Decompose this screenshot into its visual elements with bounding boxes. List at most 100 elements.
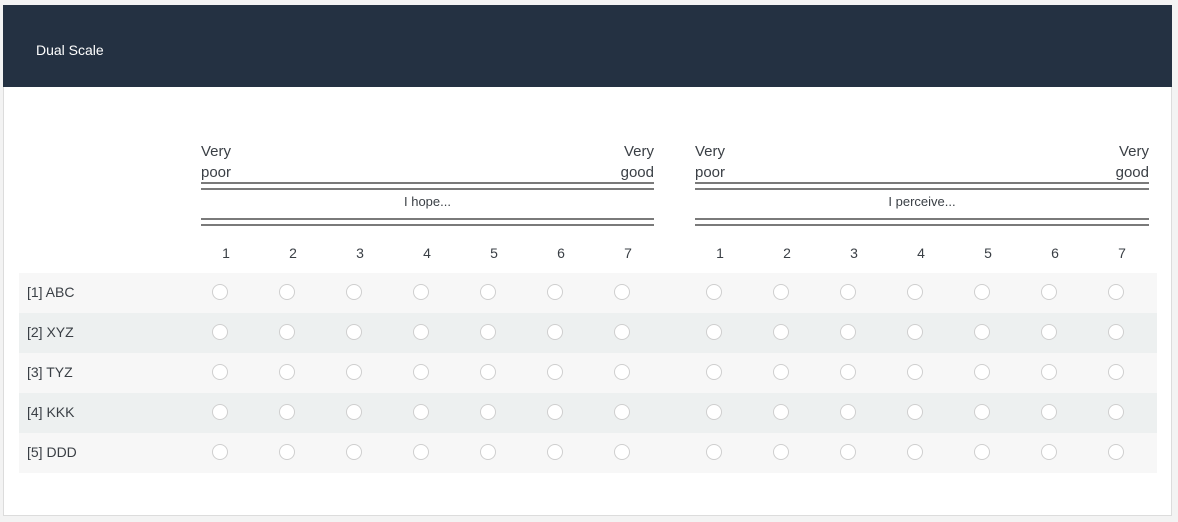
- radio-scale2-option2[interactable]: [773, 444, 789, 460]
- radio-scale1-option4[interactable]: [413, 364, 429, 380]
- column-number: 2: [783, 245, 791, 261]
- scale-divider: [695, 182, 1149, 190]
- scale-min-label-line1: Very: [201, 143, 232, 160]
- radio-scale1-option3[interactable]: [346, 444, 362, 460]
- radio-scale1-option5[interactable]: [480, 324, 496, 340]
- radio-scale2-option7[interactable]: [1108, 444, 1124, 460]
- radio-scale1-option4[interactable]: [413, 324, 429, 340]
- radio-scale1-option4[interactable]: [413, 404, 429, 420]
- radio-scale2-option2[interactable]: [773, 404, 789, 420]
- table-row: [3] TYZ: [19, 353, 1157, 393]
- column-number: 7: [1118, 245, 1126, 261]
- radio-scale1-option6[interactable]: [547, 364, 563, 380]
- radio-scale1-option2[interactable]: [279, 364, 295, 380]
- radio-scale2-option2[interactable]: [773, 364, 789, 380]
- scale-max-label: Very good: [1089, 141, 1149, 183]
- radio-scale2-option6[interactable]: [1041, 284, 1057, 300]
- radio-scale1-option6[interactable]: [547, 284, 563, 300]
- radio-scale2-option2[interactable]: [773, 284, 789, 300]
- radio-scale1-option4[interactable]: [413, 284, 429, 300]
- row-label: [1] ABC: [27, 284, 75, 300]
- radio-scale1-option5[interactable]: [480, 364, 496, 380]
- radio-scale2-option1[interactable]: [706, 364, 722, 380]
- radio-scale1-option6[interactable]: [547, 444, 563, 460]
- radio-scale2-option5[interactable]: [974, 284, 990, 300]
- radio-scale2-option1[interactable]: [706, 324, 722, 340]
- radio-scale1-option3[interactable]: [346, 284, 362, 300]
- scale-max-label-line1: Very: [623, 143, 654, 160]
- question-title: Dual Scale: [36, 42, 104, 58]
- radio-scale2-option3[interactable]: [840, 284, 856, 300]
- radio-scale2-option2[interactable]: [773, 324, 789, 340]
- column-number: 7: [624, 245, 632, 261]
- radio-scale1-option1[interactable]: [212, 364, 228, 380]
- radio-scale2-option3[interactable]: [840, 364, 856, 380]
- table-row: [4] KKK: [19, 393, 1157, 433]
- question-header: Dual Scale: [3, 5, 1172, 87]
- radio-scale1-option1[interactable]: [212, 284, 228, 300]
- radio-scale1-option4[interactable]: [413, 444, 429, 460]
- column-number: 1: [222, 245, 230, 261]
- radio-scale1-option3[interactable]: [346, 324, 362, 340]
- column-number: 4: [917, 245, 925, 261]
- row-label: [2] XYZ: [27, 324, 74, 340]
- radio-scale1-option5[interactable]: [480, 444, 496, 460]
- radio-scale1-option7[interactable]: [614, 324, 630, 340]
- radio-scale2-option7[interactable]: [1108, 324, 1124, 340]
- column-number: 3: [850, 245, 858, 261]
- radio-scale2-option7[interactable]: [1108, 364, 1124, 380]
- radio-scale1-option5[interactable]: [480, 404, 496, 420]
- radio-scale1-option5[interactable]: [480, 284, 496, 300]
- radio-scale2-option7[interactable]: [1108, 404, 1124, 420]
- radio-scale2-option5[interactable]: [974, 324, 990, 340]
- radio-scale2-option1[interactable]: [706, 444, 722, 460]
- radio-scale2-option5[interactable]: [974, 404, 990, 420]
- radio-scale2-option4[interactable]: [907, 324, 923, 340]
- radio-scale2-option6[interactable]: [1041, 324, 1057, 340]
- radio-scale2-option5[interactable]: [974, 364, 990, 380]
- radio-scale2-option3[interactable]: [840, 324, 856, 340]
- row-label: [3] TYZ: [27, 364, 73, 380]
- radio-scale1-option6[interactable]: [547, 324, 563, 340]
- radio-scale2-option4[interactable]: [907, 284, 923, 300]
- radio-scale2-option4[interactable]: [907, 444, 923, 460]
- row-label: [4] KKK: [27, 404, 75, 420]
- radio-scale2-option6[interactable]: [1041, 444, 1057, 460]
- radio-scale1-option1[interactable]: [212, 324, 228, 340]
- radio-scale2-option7[interactable]: [1108, 284, 1124, 300]
- radio-scale2-option4[interactable]: [907, 404, 923, 420]
- radio-scale1-option7[interactable]: [614, 284, 630, 300]
- radio-scale1-option2[interactable]: [279, 404, 295, 420]
- radio-scale1-option7[interactable]: [614, 444, 630, 460]
- scale-min-label-line2: poor: [695, 164, 726, 181]
- radio-scale1-option6[interactable]: [547, 404, 563, 420]
- radio-scale2-option5[interactable]: [974, 444, 990, 460]
- table-row: [2] XYZ: [19, 313, 1157, 353]
- radio-scale1-option2[interactable]: [279, 284, 295, 300]
- scale-max-label-line2: good: [1115, 164, 1149, 181]
- radio-scale2-option1[interactable]: [706, 284, 722, 300]
- radio-scale1-option7[interactable]: [614, 404, 630, 420]
- radio-scale1-option3[interactable]: [346, 404, 362, 420]
- radio-scale1-option7[interactable]: [614, 364, 630, 380]
- radio-scale2-option3[interactable]: [840, 404, 856, 420]
- scale-min-label-line1: Very: [695, 143, 726, 160]
- column-number: 6: [1051, 245, 1059, 261]
- radio-scale2-option6[interactable]: [1041, 364, 1057, 380]
- scale-divider: [695, 218, 1149, 226]
- radio-scale2-option6[interactable]: [1041, 404, 1057, 420]
- radio-scale1-option1[interactable]: [212, 404, 228, 420]
- table-row: [1] ABC: [19, 273, 1157, 313]
- column-number: 1: [716, 245, 724, 261]
- scale-header: I perceive...: [888, 194, 956, 209]
- radio-scale1-option1[interactable]: [212, 444, 228, 460]
- radio-scale1-option3[interactable]: [346, 364, 362, 380]
- radio-scale1-option2[interactable]: [279, 324, 295, 340]
- radio-scale2-option4[interactable]: [907, 364, 923, 380]
- column-number: 3: [356, 245, 364, 261]
- column-number: 4: [423, 245, 431, 261]
- radio-scale2-option3[interactable]: [840, 444, 856, 460]
- scale-max-label: Very good: [594, 141, 654, 183]
- radio-scale2-option1[interactable]: [706, 404, 722, 420]
- radio-scale1-option2[interactable]: [279, 444, 295, 460]
